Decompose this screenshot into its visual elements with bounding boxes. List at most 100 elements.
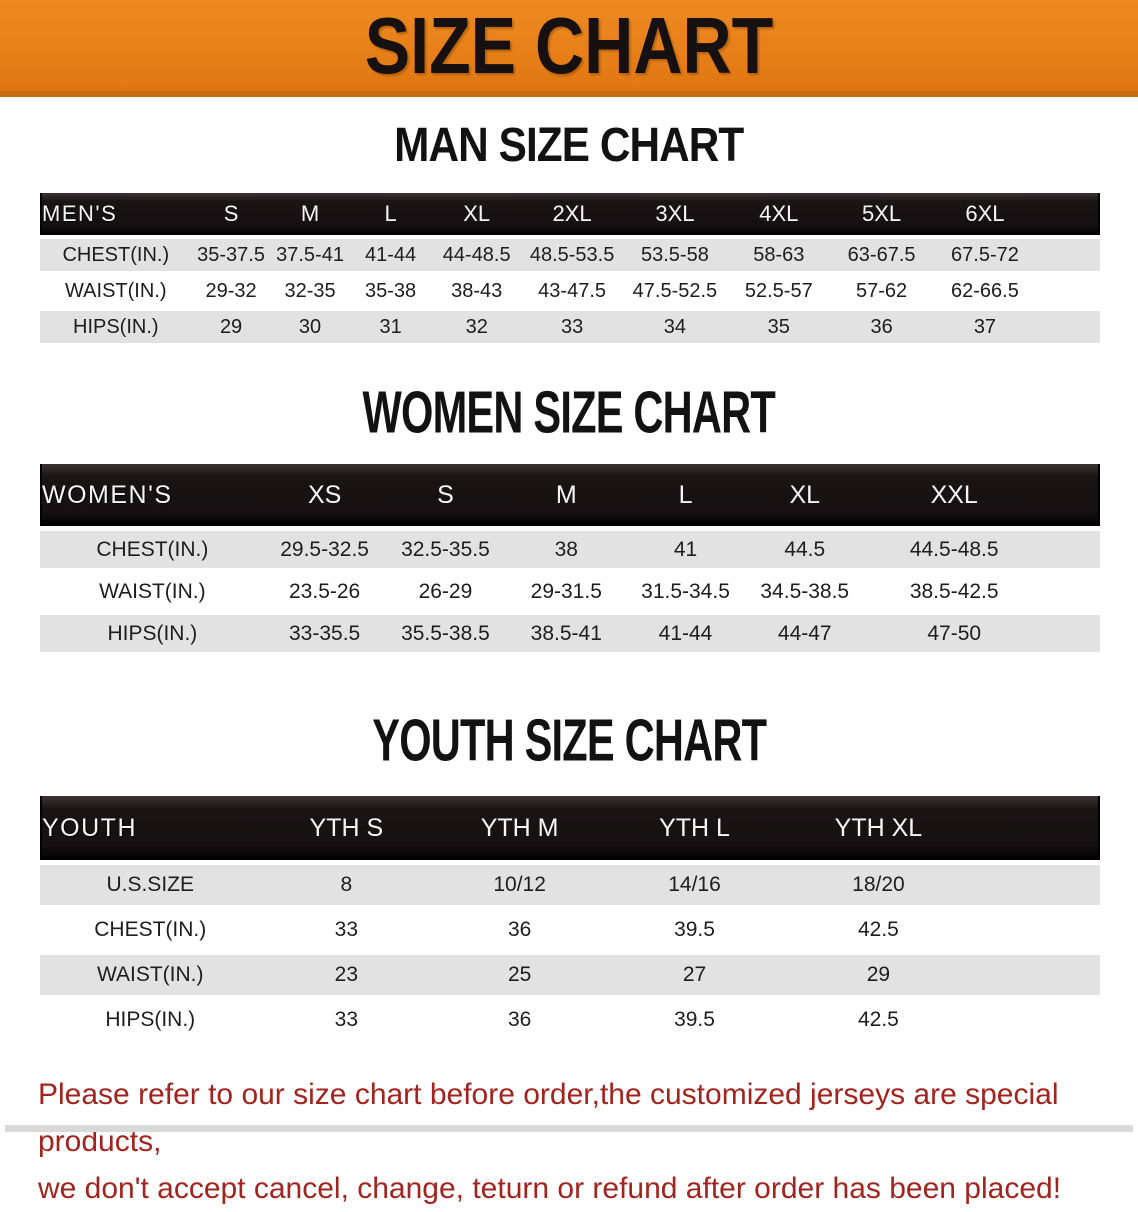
row-label: HIPS(IN.) [40, 615, 265, 652]
size-cell: 33 [521, 311, 623, 343]
size-cell: 35-38 [349, 275, 432, 307]
size-cell: 14/16 [607, 865, 782, 905]
youth-band-label: YOUTH [40, 796, 261, 860]
filler-cell [974, 955, 1100, 995]
size-cell: 42.5 [781, 910, 975, 950]
men-size-header: 3XL [622, 193, 728, 235]
youth-size-header: YTH S [260, 796, 433, 860]
row-label: HIPS(IN.) [40, 1000, 261, 1040]
men-size-table: MEN'S S M L XL 2XL 3XL 4XL 5XL 6XL CHEST… [40, 189, 1100, 347]
filler-cell [1043, 615, 1100, 652]
size-cell: 29-31.5 [506, 573, 627, 610]
row-label: CHEST(IN.) [40, 239, 192, 271]
men-header-filler [1036, 193, 1100, 235]
size-cell: 57-62 [830, 275, 933, 307]
youth-section-heading-text: YOUTH SIZE CHART [372, 707, 767, 775]
youth-size-table: YOUTH YTH S YTH M YTH L YTH XL U.S.SIZE … [40, 791, 1100, 1045]
size-cell: 42.5 [781, 1000, 975, 1040]
men-size-header: S [191, 193, 271, 235]
size-cell: 23 [260, 955, 433, 995]
size-cell: 62-66.5 [933, 275, 1037, 307]
women-size-header: XXL [864, 464, 1044, 526]
size-cell: 26-29 [384, 573, 507, 610]
women-header-filler [1043, 464, 1100, 526]
men-size-header: 4XL [727, 193, 831, 235]
filler-cell [974, 1000, 1100, 1040]
size-cell: 34.5-38.5 [744, 573, 865, 610]
size-cell: 38-43 [431, 275, 522, 307]
size-cell: 37.5-41 [270, 239, 350, 271]
women-size-table: WOMEN'S XS S M L XL XXL CHEST(IN.) 29.5-… [40, 459, 1100, 657]
men-size-header: 6XL [933, 193, 1037, 235]
men-size-header: M [270, 193, 350, 235]
women-size-header: S [384, 464, 507, 526]
size-cell: 37 [933, 311, 1037, 343]
women-hips-row: HIPS(IN.) 33-35.5 35.5-38.5 38.5-41 41-4… [40, 615, 1100, 652]
size-cell: 8 [260, 865, 433, 905]
banner-title: SIZE CHART [364, 0, 774, 91]
size-cell: 47-50 [864, 615, 1044, 652]
size-cell: 53.5-58 [622, 239, 728, 271]
size-cell: 38 [506, 531, 627, 568]
size-cell: 33-35.5 [264, 615, 385, 652]
men-size-header: 5XL [830, 193, 933, 235]
row-label: WAIST(IN.) [40, 573, 265, 610]
women-waist-row: WAIST(IN.) 23.5-26 26-29 29-31.5 31.5-34… [40, 573, 1100, 610]
women-band-label: WOMEN'S [40, 464, 265, 526]
size-cell: 25 [432, 955, 608, 995]
size-cell: 35 [727, 311, 831, 343]
bottom-edge-strip [5, 1125, 1133, 1132]
youth-size-header: YTH XL [781, 796, 975, 860]
men-section-heading: MAN SIZE CHART [0, 116, 1138, 172]
size-cell: 44-48.5 [431, 239, 522, 271]
size-cell: 67.5-72 [933, 239, 1037, 271]
size-cell: 36 [432, 910, 608, 950]
disclaimer-note: Please refer to our size chart before or… [38, 1071, 1113, 1212]
men-section-heading-text: MAN SIZE CHART [394, 116, 744, 172]
size-cell: 43-47.5 [521, 275, 623, 307]
size-cell: 44-47 [744, 615, 865, 652]
women-header-row: WOMEN'S XS S M L XL XXL [40, 464, 1100, 526]
men-header-row: MEN'S S M L XL 2XL 3XL 4XL 5XL 6XL [40, 193, 1100, 235]
filler-cell [974, 910, 1100, 950]
size-cell: 35-37.5 [191, 239, 271, 271]
youth-ussize-row: U.S.SIZE 8 10/12 14/16 18/20 [40, 865, 1100, 905]
size-cell: 27 [607, 955, 782, 995]
disclaimer-line-2: we don't accept cancel, change, teturn o… [38, 1172, 1062, 1205]
size-cell: 29 [781, 955, 975, 995]
men-size-header: 2XL [521, 193, 623, 235]
women-size-header: L [626, 464, 745, 526]
men-waist-row: WAIST(IN.) 29-32 32-35 35-38 38-43 43-47… [40, 275, 1100, 307]
youth-waist-row: WAIST(IN.) 23 25 27 29 [40, 955, 1100, 995]
size-cell: 38.5-42.5 [864, 573, 1044, 610]
size-cell: 63-67.5 [830, 239, 933, 271]
disclaimer-line-1: Please refer to our size chart before or… [38, 1078, 1059, 1158]
filler-cell [1036, 239, 1100, 271]
men-chest-row: CHEST(IN.) 35-37.5 37.5-41 41-44 44-48.5… [40, 239, 1100, 271]
row-label: WAIST(IN.) [40, 275, 192, 307]
size-cell: 52.5-57 [727, 275, 831, 307]
youth-section-heading: YOUTH SIZE CHART [0, 711, 1138, 771]
size-cell: 39.5 [607, 1000, 782, 1040]
men-size-header: L [349, 193, 432, 235]
row-label: WAIST(IN.) [40, 955, 261, 995]
filler-cell [1043, 531, 1100, 568]
women-size-header: M [506, 464, 627, 526]
youth-size-header: YTH M [432, 796, 608, 860]
youth-header-filler [974, 796, 1100, 860]
size-cell: 44.5-48.5 [864, 531, 1044, 568]
size-cell: 39.5 [607, 910, 782, 950]
size-cell: 10/12 [432, 865, 608, 905]
size-cell: 18/20 [781, 865, 975, 905]
filler-cell [1036, 311, 1100, 343]
size-cell: 29.5-32.5 [264, 531, 385, 568]
youth-size-header: YTH L [607, 796, 782, 860]
row-label: CHEST(IN.) [40, 910, 261, 950]
size-cell: 31 [349, 311, 432, 343]
size-cell: 32.5-35.5 [384, 531, 507, 568]
men-band-label: MEN'S [40, 193, 192, 235]
size-cell: 47.5-52.5 [622, 275, 728, 307]
men-hips-row: HIPS(IN.) 29 30 31 32 33 34 35 36 37 [40, 311, 1100, 343]
size-cell: 38.5-41 [506, 615, 627, 652]
size-cell: 23.5-26 [264, 573, 385, 610]
